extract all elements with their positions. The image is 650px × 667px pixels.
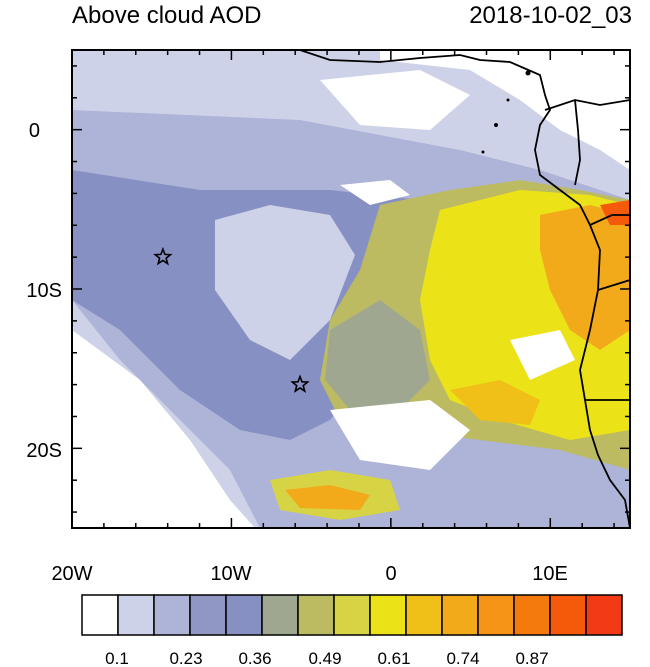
aod-band-gray [325, 300, 430, 410]
colorbar-label-5: 0.74 [446, 649, 479, 667]
aod-band-south-orange [285, 485, 370, 510]
colorbar [81, 594, 623, 636]
clear-gap-middle [340, 180, 410, 205]
colorbar-swatch-4 [225, 594, 263, 636]
x-tick-label-0: 0 [385, 563, 396, 585]
colorbar-swatch-3 [189, 594, 227, 636]
colorbar-swatch-6 [297, 594, 335, 636]
x-tick-label-10e: 10E [532, 563, 568, 585]
colorbar-swatch-9 [405, 594, 443, 636]
colorbar-swatch-7 [333, 594, 371, 636]
colorbar-label-0: 0.1 [105, 649, 129, 667]
colorbar-swatch-13 [549, 594, 587, 636]
colorbar-label-6: 0.87 [515, 649, 548, 667]
colorbar-swatch-12 [513, 594, 551, 636]
aod-band-red [600, 200, 630, 225]
star-marker-1 [153, 246, 173, 266]
colorbar-swatch-14 [585, 594, 623, 636]
star-marker-2 [290, 374, 310, 393]
colorbar-swatch-5 [261, 594, 299, 636]
colorbar-label-2: 0.36 [238, 649, 271, 667]
clear-gap-land [510, 330, 575, 380]
clear-gap-north [320, 70, 470, 130]
colorbar-label-3: 0.49 [308, 649, 341, 667]
x-tick-label-10w: 10W [210, 563, 251, 585]
islands [481, 70, 531, 154]
map-title: Above cloud AOD [72, 2, 262, 29]
aod-field [72, 50, 630, 528]
aod-band-orange-south [450, 380, 540, 425]
colorbar-swatch-1 [117, 594, 155, 636]
colorbar-label-1: 0.23 [169, 649, 202, 667]
map-timestamp: 2018-10-02_03 [469, 2, 632, 29]
colorbar-swatch-10 [441, 594, 479, 636]
colorbar-swatch-2 [153, 594, 191, 636]
colorbar-label-4: 0.61 [377, 649, 410, 667]
colorbar-swatch-8 [369, 594, 407, 636]
markers [153, 246, 310, 393]
x-tick-label-20w: 20W [51, 563, 92, 585]
y-tick-label-10s: 10S [26, 280, 62, 302]
axis-ticks [71, 50, 630, 528]
aod-band-orange [540, 205, 630, 350]
clear-gap-south [330, 400, 470, 470]
y-tick-label-0: 0 [29, 120, 40, 142]
aod-band-interior [215, 205, 355, 360]
coastline [299, 50, 630, 528]
colorbar-swatch-0 [81, 594, 119, 636]
y-tick-label-20s: 20S [26, 440, 62, 462]
colorbar-swatch-11 [477, 594, 515, 636]
